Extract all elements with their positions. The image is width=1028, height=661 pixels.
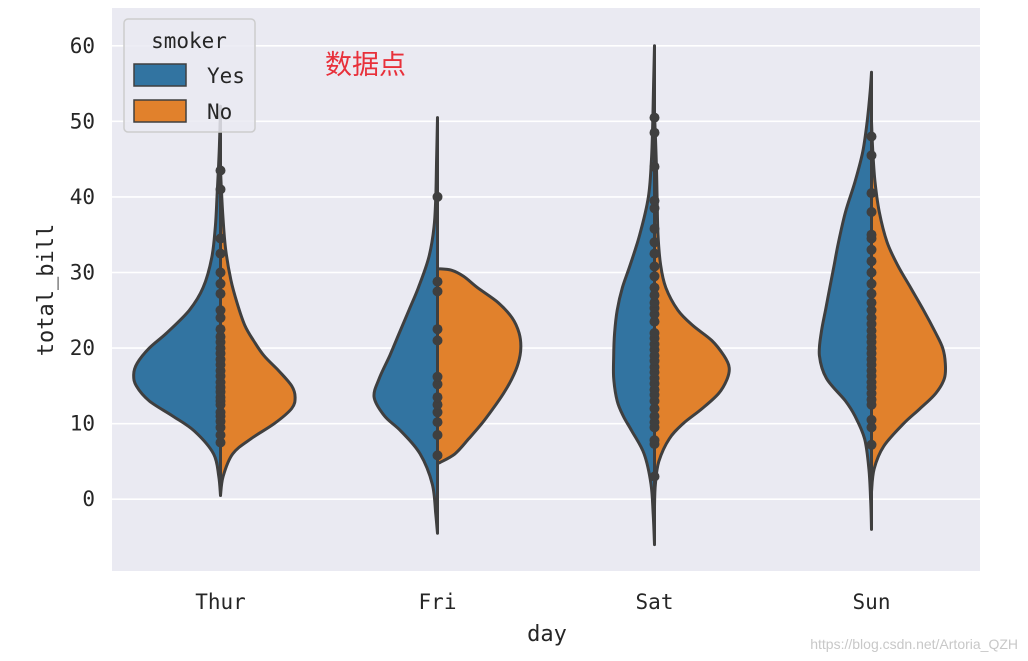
data-point-fri-4 <box>432 399 443 410</box>
data-point-fri-12 <box>432 191 443 202</box>
y-tick-30: 30 <box>70 260 95 284</box>
y-tick-50: 50 <box>70 109 95 133</box>
data-point-sun-21 <box>866 288 877 299</box>
data-point-fri-7 <box>432 371 443 382</box>
violin-no-sat <box>653 112 731 509</box>
violin-yes-thur <box>132 104 222 497</box>
data-point-thur-19 <box>215 331 226 342</box>
data-point-sat-34 <box>649 127 660 138</box>
violin-yes-fri <box>372 116 439 535</box>
data-points-annotation: 数据点 <box>325 50 406 81</box>
data-point-sun-29 <box>866 188 877 199</box>
data-point-sat-23 <box>649 297 660 308</box>
data-point-sat-2 <box>649 435 660 446</box>
data-point-sat-19 <box>649 328 660 338</box>
data-point-sat-28 <box>649 248 660 259</box>
legend-swatch-no <box>133 99 187 123</box>
data-point-fri-2 <box>432 417 443 428</box>
data-point-thur-5 <box>215 407 226 418</box>
data-point-sat-0 <box>649 471 660 482</box>
violin-yes-sun <box>817 70 873 531</box>
data-point-thur-29 <box>215 165 226 176</box>
violin-no-sun <box>870 119 948 494</box>
data-point-fri-8 <box>432 335 443 346</box>
data-point-sat-20 <box>649 316 660 327</box>
data-point-sun-19 <box>866 305 877 316</box>
data-point-fri-10 <box>432 286 443 297</box>
data-point-fri-9 <box>432 324 443 335</box>
data-point-sat-35 <box>649 112 660 123</box>
data-point-fri-11 <box>432 276 443 287</box>
data-point-sun-27 <box>866 229 877 240</box>
data-point-sun-23 <box>866 267 877 278</box>
data-point-sun-22 <box>866 278 877 289</box>
watermark: https://blog.csdn.net/Artoria_QZH <box>810 636 1018 652</box>
data-point-sat-5 <box>649 411 660 422</box>
data-point-sun-28 <box>866 207 877 217</box>
data-points <box>215 112 877 482</box>
data-point-sun-2 <box>866 414 877 425</box>
data-point-fri-1 <box>432 430 443 440</box>
y-tick-10: 10 <box>70 412 95 436</box>
data-point-fri-3 <box>432 407 443 418</box>
data-point-fri-6 <box>432 379 443 390</box>
legend-label-no: No <box>207 100 232 124</box>
violin-no-fri <box>436 267 523 465</box>
data-point-sun-0 <box>866 439 877 450</box>
y-axis-label: total_bill <box>34 224 59 356</box>
x-tick-sun: Sun <box>853 590 891 614</box>
x-tick-fri: Fri <box>419 590 457 614</box>
data-point-thur-1 <box>215 430 226 440</box>
data-point-thur-26 <box>215 248 226 259</box>
data-point-sun-31 <box>866 131 877 142</box>
data-point-sat-27 <box>649 261 660 272</box>
data-point-sat-24 <box>649 290 660 301</box>
data-point-thur-23 <box>215 288 226 299</box>
legend: smoker Yes No <box>123 18 256 133</box>
data-point-sun-1 <box>866 422 877 433</box>
data-point-thur-22 <box>215 305 226 316</box>
x-tick-thur: Thur <box>195 590 246 614</box>
data-point-fri-5 <box>432 392 443 403</box>
data-point-thur-20 <box>215 324 226 335</box>
y-tick-labels: 0 10 20 30 40 50 60 <box>70 34 95 511</box>
y-tick-20: 20 <box>70 336 95 360</box>
data-point-sat-30 <box>649 223 660 234</box>
violins <box>132 44 948 547</box>
data-point-fri-0 <box>432 450 443 461</box>
data-point-thur-24 <box>215 278 226 289</box>
x-tick-labels: Thur Fri Sat Sun <box>195 590 890 614</box>
violin-no-thur <box>219 165 297 497</box>
data-point-thur-27 <box>215 233 226 244</box>
data-point-sat-32 <box>649 195 660 206</box>
data-point-sun-20 <box>866 297 877 308</box>
data-point-sat-33 <box>649 161 660 172</box>
data-point-sun-30 <box>866 150 877 161</box>
data-point-sat-25 <box>649 282 660 293</box>
y-tick-40: 40 <box>70 185 95 209</box>
legend-label-yes: Yes <box>207 64 245 88</box>
data-point-sat-26 <box>649 271 660 282</box>
violin-yes-sat <box>611 44 656 547</box>
data-point-sat-6 <box>649 403 660 414</box>
legend-swatch-yes <box>133 63 187 87</box>
x-tick-sat: Sat <box>636 590 674 614</box>
data-point-sun-24 <box>866 256 877 267</box>
data-point-sat-29 <box>649 237 660 248</box>
data-point-thur-25 <box>215 267 226 278</box>
x-axis-label: day <box>527 622 567 647</box>
data-point-sun-25 <box>866 244 877 255</box>
data-point-thur-0 <box>215 437 226 448</box>
data-point-sun-18 <box>866 312 877 323</box>
data-point-thur-28 <box>215 184 226 195</box>
y-tick-0: 0 <box>82 487 95 511</box>
data-point-thur-21 <box>215 312 226 323</box>
legend-title: smoker <box>151 29 227 53</box>
y-tick-60: 60 <box>70 34 95 58</box>
data-point-sat-31 <box>649 203 660 214</box>
